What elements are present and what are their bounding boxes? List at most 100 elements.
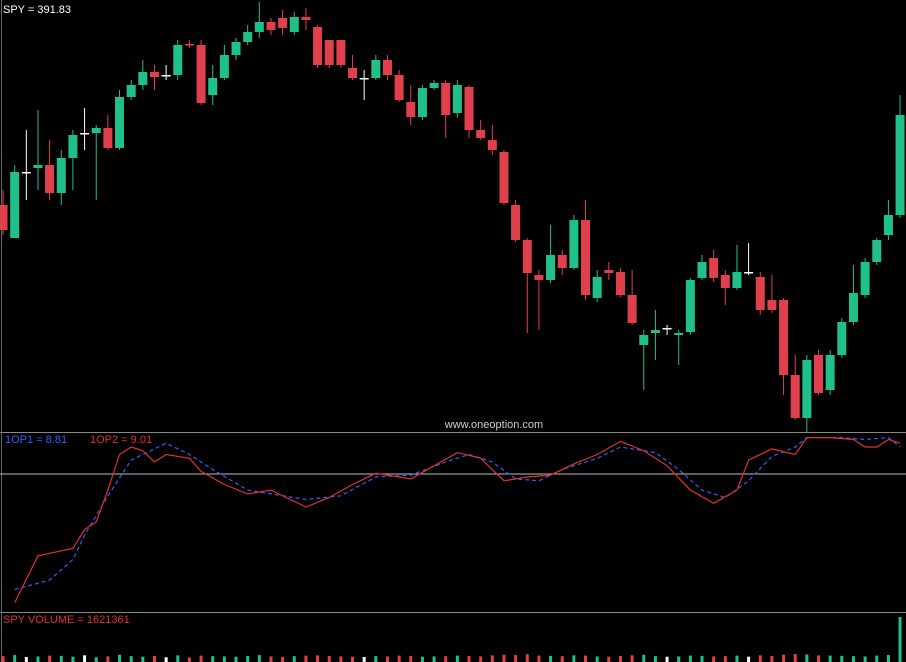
volume-bar [455,655,459,662]
volume-bar [444,656,448,662]
volume-bar [269,656,273,662]
candle-body [732,272,742,288]
volume-bar [246,655,250,662]
volume-bar [13,655,17,662]
candle-body [452,85,462,113]
candle-body [10,172,20,238]
candle-body [615,272,625,295]
volume-bar [234,656,238,662]
legend-entry: 1OP1 = 8.81 [5,434,67,446]
volume-bar [479,656,483,662]
volume-title: SPY VOLUME = 1621361 [3,614,130,626]
volume-bar [187,657,191,662]
candle-body [848,293,858,322]
volume-bar [805,654,809,662]
candle-body [872,240,882,262]
volume-bar [362,657,366,662]
candle-body [103,128,113,148]
volume-bar [502,654,506,662]
volume-bar [712,656,716,662]
candle-body [301,17,311,20]
legend-entry: 1OP2 = 9.01 [90,434,152,446]
volume-bar [817,655,821,662]
volume-bar [106,656,110,662]
candle-body [243,32,253,42]
candle-body [569,220,579,268]
volume-bar [549,655,553,662]
oscillator-line [14,437,901,603]
candle-body [557,255,567,268]
candle-body [895,115,905,215]
volume-bar [351,656,355,662]
candle-body [592,277,602,298]
candle-body [662,328,672,330]
candle-body [394,75,404,100]
volume-bar [688,655,692,662]
candle-body [709,258,719,278]
candle-body [744,272,754,274]
watermark: www.oneoption.com [444,419,543,431]
candle-body [173,45,183,75]
volume-bar [432,656,436,662]
volume-bar [129,656,133,662]
candle-body [371,60,381,78]
volume-bar [1,656,5,662]
candle-body [499,152,509,203]
candle-body [814,355,824,393]
volume-bar [630,655,634,662]
candle-body [359,78,369,80]
volume-bar [607,656,611,662]
volume-bar [257,655,261,662]
volume-bar [595,656,599,662]
candle-body [161,75,171,77]
candle-body [534,275,544,280]
candle-body [406,102,416,117]
candle-body [860,262,870,295]
volume-bar [467,655,471,662]
volume-bar [537,655,541,662]
candle-body [755,277,765,310]
candle-body [91,128,101,133]
candle-body [138,72,148,85]
volume-bar [782,654,786,662]
candle-body [336,40,346,65]
volume-bar [642,654,646,662]
candle-body [767,300,777,310]
candle-body [254,22,264,32]
candle-body [697,262,707,278]
volume-bar [747,656,751,662]
volume-bar [59,655,63,662]
volume-bar [211,656,215,662]
candle-body [68,135,78,158]
price-title: SPY = 391.83 [3,4,71,16]
candle-body [278,18,288,28]
candle-body [289,17,299,32]
candle-body [208,78,218,95]
volume-bar [770,655,774,662]
volume-bar [584,655,588,662]
volume-bar [141,656,145,662]
candle-body [196,45,206,103]
candle-body [80,133,90,135]
volume-bar [851,656,855,662]
volume-bar [71,656,75,662]
volume-bar [222,656,226,662]
volume-bar [700,655,704,662]
candle-body [825,355,835,390]
volume-bar [490,655,494,662]
volume-bar [316,655,320,662]
volume-bar [304,655,308,662]
candle-body [21,172,31,174]
volume-bar [677,656,681,662]
volume-bar [758,655,762,662]
volume-bar [94,657,98,662]
volume-bar [886,655,890,662]
candle-body [779,300,789,375]
candle-body [126,85,136,97]
volume-bar [24,657,28,662]
candle-body [720,275,730,288]
candle-body [45,165,55,193]
volume-bar [48,655,52,662]
volume-bar [793,653,797,662]
